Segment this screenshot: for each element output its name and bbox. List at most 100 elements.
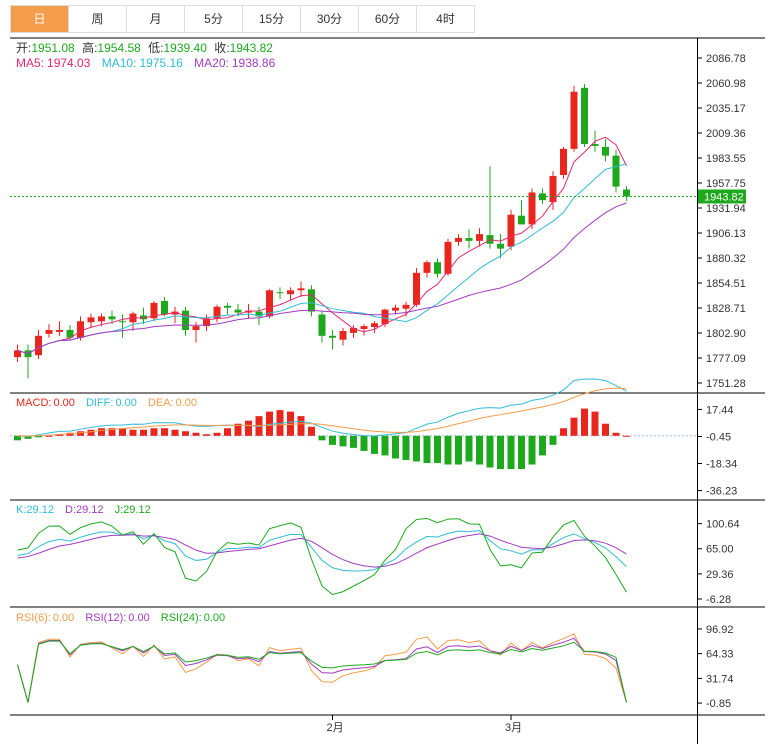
candle-body xyxy=(35,335,42,356)
tab-4hour[interactable]: 4时 xyxy=(417,6,475,32)
ohlc-line: 开:1951.08 高:1954.58 低:1939.40 收:1943.82 xyxy=(16,40,273,55)
candle-body xyxy=(465,237,473,241)
candle-body xyxy=(255,311,263,317)
macd-bar xyxy=(539,435,546,456)
macd-bar xyxy=(528,435,536,465)
candle-body xyxy=(276,292,284,294)
tab-month[interactable]: 月 xyxy=(127,6,185,32)
price-tick-label: 1931.94 xyxy=(706,203,746,215)
macd-bar xyxy=(507,435,515,470)
date-tick-label: 3月 xyxy=(505,722,522,734)
candle-body xyxy=(203,318,210,327)
macd-bar xyxy=(497,435,504,470)
candle-body xyxy=(423,262,431,273)
candle-body xyxy=(234,309,242,313)
ma20-line xyxy=(17,202,627,355)
candle-body xyxy=(402,304,410,309)
price-tick-label: 1854.51 xyxy=(706,278,746,290)
macd-bar xyxy=(591,411,599,436)
candle-body xyxy=(171,311,179,315)
macd-panel: 17.44 -0.45 -18.34 -36.23 xyxy=(10,378,737,498)
candle-body xyxy=(182,310,189,330)
macd-bar xyxy=(339,435,347,447)
candle-body xyxy=(497,243,504,249)
macd-bar xyxy=(560,428,567,436)
svg-text:MACD:0.00 DIFF:0.00: MACD: 0.00 DIFF: 0.00 DEA: 0.00 xyxy=(16,397,197,409)
macd-tick-label: -18.34 xyxy=(706,459,737,471)
tab-week[interactable]: 周 xyxy=(69,6,127,32)
candle-body xyxy=(455,237,462,242)
rsi12-line xyxy=(17,637,627,703)
macd-bar xyxy=(192,432,200,436)
candle-body xyxy=(308,289,315,312)
macd-bar xyxy=(119,428,126,436)
tab-5min[interactable]: 5分 xyxy=(185,6,243,32)
macd-bar xyxy=(287,411,294,436)
macd-bar xyxy=(318,435,326,441)
candle-body xyxy=(98,316,105,322)
macd-bar xyxy=(77,431,84,436)
dea-line xyxy=(17,387,627,437)
candle-body xyxy=(150,302,158,319)
price-axis: 2086.78 2060.98 2035.17 2009.36 1983.55 1957.… xyxy=(697,53,746,390)
candle-body xyxy=(66,329,74,338)
candle-body xyxy=(77,321,84,338)
macd-bar xyxy=(140,429,147,436)
macd-bar xyxy=(423,435,431,464)
candle-body xyxy=(140,315,147,320)
candle-body xyxy=(581,87,588,145)
macd-bar xyxy=(549,435,557,445)
candle-body xyxy=(602,146,609,156)
rsi6-line xyxy=(17,633,627,703)
rsi-legend: RSI(6): 0.00 RSI(12): 0.00 RSI(24): 0.00 xyxy=(16,612,225,624)
last-price-marker: 1943.82 xyxy=(10,189,746,204)
price-tick-label: 2060.98 xyxy=(706,78,746,90)
price-tick-label: 2086.78 xyxy=(706,53,746,65)
candle-body xyxy=(213,306,221,319)
macd-bar xyxy=(297,416,305,436)
candle-body xyxy=(297,288,305,291)
tab-day[interactable]: 日 xyxy=(11,6,69,32)
macd-bar xyxy=(413,435,420,462)
price-tick-label: 1802.90 xyxy=(706,328,746,340)
macd-bar xyxy=(518,435,525,470)
last-price-label: 1943.82 xyxy=(704,191,744,203)
candle-body xyxy=(339,330,347,340)
candle-body xyxy=(119,321,126,323)
tab-60min[interactable]: 60分 xyxy=(359,6,417,32)
j-line xyxy=(17,517,627,596)
candle-body xyxy=(591,144,599,146)
macd-tick-label: -0.45 xyxy=(706,431,731,443)
rsi-tick-label: 31.74 xyxy=(706,673,734,685)
tab-15min[interactable]: 15分 xyxy=(243,6,301,32)
last-price-badge xyxy=(698,189,746,204)
price-tick-label: 2009.36 xyxy=(706,128,746,140)
candle-body xyxy=(45,329,53,334)
moving-average-lines xyxy=(17,136,627,355)
kdj-tick-label: 100.64 xyxy=(706,519,740,531)
macd-tick-label: -36.23 xyxy=(706,486,737,498)
macd-bar xyxy=(87,429,95,436)
candle-body xyxy=(287,290,294,295)
rsi-panel: 96.92 64.33 31.74 -0.85 xyxy=(17,624,734,710)
candle-body xyxy=(108,316,116,320)
candle-body xyxy=(612,155,620,187)
macd-bar xyxy=(203,434,210,436)
macd-bar xyxy=(476,435,483,465)
macd-bar xyxy=(486,435,494,468)
candle-body xyxy=(192,326,200,330)
candle-body xyxy=(528,192,536,225)
tab-30min[interactable]: 30分 xyxy=(301,6,359,32)
kdj-tick-label: -6.28 xyxy=(706,594,731,606)
candle-body xyxy=(518,215,525,225)
candle-body xyxy=(444,241,452,274)
rsi24-line xyxy=(17,640,627,703)
date-tick-label: 2月 xyxy=(327,722,344,734)
candle-body xyxy=(560,148,567,175)
macd-bar xyxy=(465,435,473,462)
macd-bar xyxy=(98,428,105,436)
period-tabs: 日 周 月 5分 15分 30分 60分 4时 xyxy=(10,5,475,33)
candle-body xyxy=(161,300,168,315)
candle-body xyxy=(413,272,420,305)
